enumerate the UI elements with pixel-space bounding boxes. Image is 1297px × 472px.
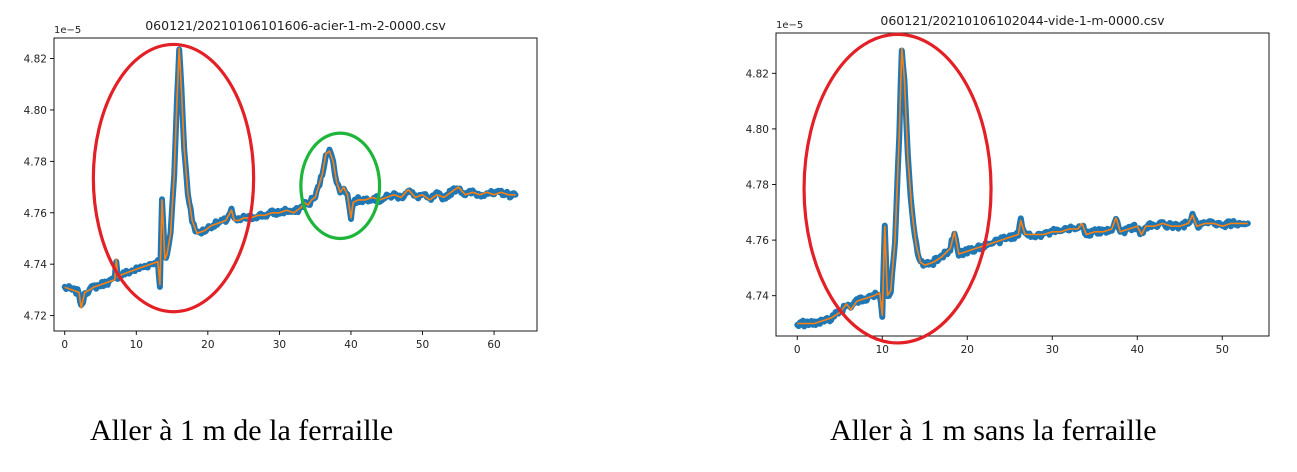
x-tick-label: 20 (201, 339, 214, 351)
x-tick-label: 10 (130, 339, 143, 351)
y-tick-label: 4.78 (746, 180, 769, 192)
y-tick-label: 4.74 (24, 259, 48, 271)
smoothed-signal-line (797, 47, 1248, 325)
raw-signal-line (61, 46, 519, 309)
y-multiplier-label: 1e−5 (776, 20, 803, 31)
y-tick-label: 4.76 (24, 208, 48, 220)
annotation-ellipse (91, 42, 256, 314)
plot-frame (53, 37, 538, 332)
plot-frame (775, 32, 1270, 337)
x-tick-label: 60 (487, 339, 500, 351)
chart-left: 060121/20210106101606-acier-1-m-2-0000.c… (24, 18, 538, 351)
x-tick-label: 50 (1216, 344, 1229, 356)
x-tick-label: 0 (61, 339, 68, 351)
chart-right: 060121/20210106102044-vide-1-m-0000.csv 1… (746, 13, 1270, 356)
y-tick-label: 4.82 (746, 68, 769, 80)
x-tick-label: 50 (416, 339, 429, 351)
raw-signal-line (794, 47, 1251, 330)
annotation-ellipse (299, 131, 382, 241)
caption-right: Aller à 1 m sans la ferraille (830, 414, 1157, 447)
chart-title: 060121/20210106101606-acier-1-m-2-0000.c… (145, 18, 446, 33)
x-tick-label: 30 (273, 339, 286, 351)
y-tick-label: 4.78 (24, 156, 47, 168)
y-tick-label: 4.80 (746, 124, 769, 136)
y-tick-label: 4.82 (24, 54, 47, 66)
x-tick-label: 40 (344, 339, 357, 351)
x-tick-label: 10 (876, 344, 889, 356)
x-tick-label: 30 (1046, 344, 1059, 356)
y-tick-label: 4.74 (746, 291, 770, 303)
annotation-ellipse (802, 32, 993, 345)
x-tick-label: 0 (794, 344, 801, 356)
chart-title: 060121/20210106102044-vide-1-m-0000.csv (880, 13, 1165, 28)
smoothed-signal-line (64, 47, 516, 309)
y-tick-label: 4.80 (24, 105, 47, 117)
x-tick-label: 40 (1131, 344, 1144, 356)
y-tick-label: 4.72 (24, 311, 47, 323)
x-tick-label: 20 (961, 344, 974, 356)
caption-left: Aller à 1 m de la ferraille (90, 414, 394, 447)
y-multiplier-label: 1e−5 (54, 25, 81, 36)
y-tick-label: 4.76 (746, 235, 770, 247)
